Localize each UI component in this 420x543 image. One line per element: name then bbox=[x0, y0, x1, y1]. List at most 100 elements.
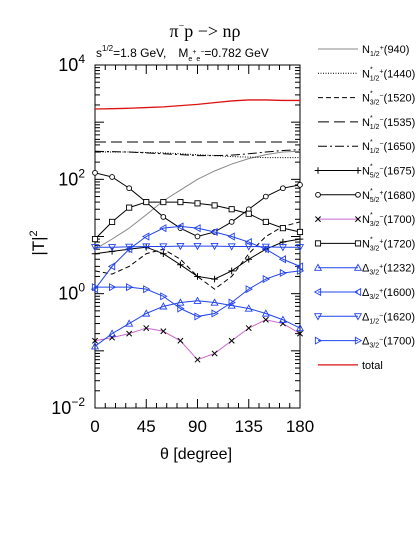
series-n-3-2-1700-point bbox=[211, 350, 218, 357]
series-n-3-2-1720-point bbox=[109, 218, 116, 225]
series-n-5-2-1675-point bbox=[228, 267, 235, 275]
series-3-2-1232-point bbox=[193, 296, 202, 304]
series-n-3-2-1700-point bbox=[160, 328, 167, 335]
series-1-2-1620-point bbox=[176, 242, 185, 251]
series-n-3-2-1720-point bbox=[194, 200, 201, 207]
series-3-2-1700-point bbox=[211, 309, 219, 318]
legend-label: Δ1/2−(1620) bbox=[362, 311, 415, 325]
series-1-2-1620-point bbox=[244, 243, 253, 251]
series-n-1-2-1440-line bbox=[95, 151, 300, 159]
series-layer bbox=[90, 99, 305, 363]
y-tick-label: 104 bbox=[58, 52, 85, 75]
series-n-3-2-1700-point bbox=[143, 325, 150, 332]
legend-label: N1/2+(940) bbox=[362, 44, 409, 58]
series-1-2-1620-point bbox=[295, 244, 305, 252]
series-n-3-2-1720 bbox=[91, 199, 304, 243]
series-1-2-1620 bbox=[90, 242, 305, 252]
series-3-2-1232-point bbox=[90, 342, 100, 350]
y-axis-label: |T|2 bbox=[28, 230, 48, 255]
series-n-3-2-1720-point bbox=[245, 210, 252, 217]
legend-marker bbox=[353, 287, 362, 297]
legend-marker bbox=[314, 336, 323, 345]
series-n-5-2-1680-point bbox=[228, 219, 235, 225]
series-1-2-1620-point bbox=[159, 243, 168, 251]
series-n-5-2-1675-point bbox=[160, 250, 167, 258]
x-tick-label: 90 bbox=[188, 417, 207, 436]
legend-item-3-2-1700: Δ3/2−(1700) bbox=[314, 336, 415, 350]
series-n-5-2-1680-point bbox=[297, 182, 303, 188]
series-3-2-1700-point bbox=[91, 283, 100, 292]
series-total-line bbox=[94, 99, 300, 110]
series-n-3-2-1520 bbox=[94, 221, 301, 290]
series-n-5-2-1680-point bbox=[160, 214, 167, 220]
series-3-2-1600-point bbox=[193, 224, 201, 233]
series-3-2-1700-point bbox=[296, 266, 305, 275]
legend-item-n-3-2-1700: N* 3/2−(1700) bbox=[315, 212, 415, 228]
legend-item-total: total bbox=[318, 360, 383, 372]
legend-item-n-5-2-1680: N* 5/2+(1680) bbox=[315, 188, 415, 204]
legend-label: N* 3/2−(1520) bbox=[362, 91, 415, 107]
series-3-2-1232-point bbox=[278, 315, 287, 323]
legend-marker bbox=[314, 167, 322, 174]
series-n-1-2-940-line bbox=[94, 150, 301, 250]
legend-item-n-1-2-940: N1/2+(940) bbox=[318, 44, 409, 58]
series-n-5-2-1680-point bbox=[280, 185, 286, 192]
series-n-3-2-1720-point bbox=[160, 199, 167, 206]
series-3-2-1600-point bbox=[124, 245, 133, 254]
x-tick-label: 135 bbox=[235, 417, 263, 436]
series-1-2-1620-point bbox=[125, 243, 134, 252]
legend-marker bbox=[355, 216, 361, 223]
legend-marker bbox=[355, 191, 361, 198]
series-3-2-1700-point bbox=[108, 283, 117, 292]
chart-title: π−p −> nρ bbox=[169, 21, 240, 41]
series-n-5-2-1675-point bbox=[245, 255, 253, 263]
x-tick-label: 180 bbox=[286, 417, 314, 436]
legend-item-n-1-2-1440: N* 1/2+(1440) bbox=[318, 66, 415, 82]
series-3-2-1232 bbox=[90, 296, 305, 350]
series-n-5-2-1675-point bbox=[91, 250, 99, 258]
series-n-3-2-1700-point bbox=[297, 330, 303, 337]
series-n-3-2-1700-point bbox=[228, 337, 235, 344]
series-n-3-2-1700 bbox=[92, 316, 303, 363]
series-3-2-1600-point bbox=[90, 285, 99, 294]
series-3-2-1600-point bbox=[227, 232, 235, 241]
series-n-3-2-1720-point bbox=[279, 225, 286, 232]
legend-marker bbox=[313, 263, 323, 271]
legend-label: N* 1/2+(1440) bbox=[362, 66, 415, 82]
series-n-5-2-1680-point bbox=[194, 233, 201, 240]
series-n-3-2-1720-point bbox=[211, 202, 218, 209]
series-3-2-1700-point bbox=[177, 304, 185, 313]
series-3-2-1232-point bbox=[295, 323, 305, 332]
series-1-2-1620-point bbox=[142, 243, 151, 251]
x-tick-label: 45 bbox=[137, 417, 156, 436]
series-n-1-2-940 bbox=[94, 150, 301, 250]
series-3-2-1700-point bbox=[194, 312, 202, 321]
series-1-2-1620-point bbox=[278, 244, 287, 252]
legend-label: Δ3/2−(1700) bbox=[362, 336, 415, 350]
legend-item-n-3-2-1720: N* 3/2+(1720) bbox=[314, 236, 415, 252]
series-n-1-2-1650 bbox=[94, 149, 301, 157]
series-1-2-1620-point bbox=[108, 244, 117, 252]
series-n-5-2-1680-point bbox=[109, 174, 115, 180]
series-n-1-2-1440 bbox=[95, 151, 300, 159]
legend-label: N* 5/2−(1675) bbox=[362, 164, 415, 180]
series-n-3-2-1700-point bbox=[245, 325, 252, 332]
series-3-2-1700-point bbox=[262, 275, 271, 284]
legend-label: N* 1/2−(1535) bbox=[362, 115, 415, 131]
series-n-3-2-1700-point bbox=[177, 337, 184, 344]
series-n-3-2-1700-point bbox=[194, 356, 201, 363]
series-3-2-1600-point bbox=[176, 222, 184, 231]
legend-item-n-1-2-1535: N* 1/2−(1535) bbox=[318, 115, 415, 131]
legend-item-3-2-1232: Δ3/2+(1232) bbox=[313, 263, 415, 277]
legend-marker bbox=[354, 167, 362, 174]
series-3-2-1600-point bbox=[142, 232, 150, 241]
legend-label: Δ3/2+(1600) bbox=[362, 287, 415, 301]
series-n-3-2-1520-line bbox=[94, 221, 301, 290]
series-3-2-1232-point bbox=[142, 309, 151, 317]
series-3-2-1600-point bbox=[295, 262, 304, 271]
y-tick-label: 10−2 bbox=[51, 395, 85, 418]
chart-subtitle: s1/2=1.8 GeV, Me+e−=0.782 GeV bbox=[96, 44, 269, 63]
series-3-2-1232-line bbox=[94, 300, 301, 347]
series-n-5-2-1680-point bbox=[262, 193, 269, 200]
